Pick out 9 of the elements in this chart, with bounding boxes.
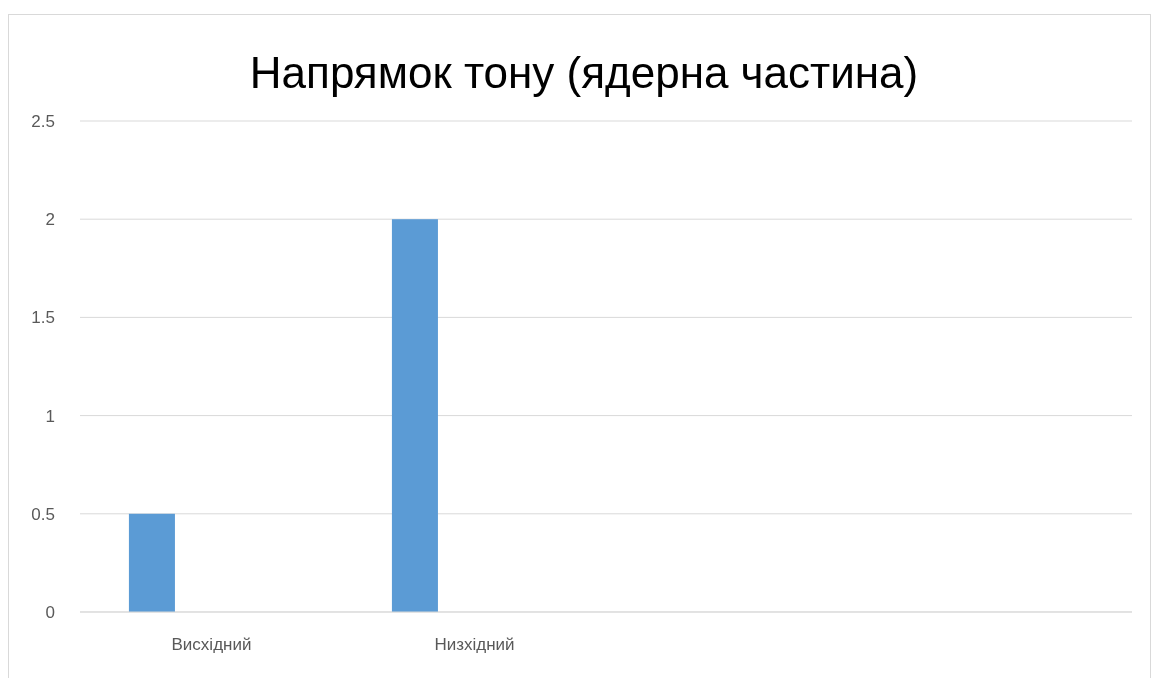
y-tick-label: 0 (45, 602, 55, 622)
y-tick-label: 0.5 (31, 504, 55, 524)
x-tick-label: Висхідний (171, 635, 252, 654)
y-tick-label: 2.5 (31, 111, 55, 131)
y-tick-label: 1 (45, 406, 55, 426)
y-tick-label: 1.5 (31, 308, 55, 328)
y-tick-label: 2 (45, 210, 55, 230)
chart-title: Напрямок тону (ядерна частина) (249, 48, 919, 97)
x-tick-label: Низхідний (434, 635, 515, 654)
